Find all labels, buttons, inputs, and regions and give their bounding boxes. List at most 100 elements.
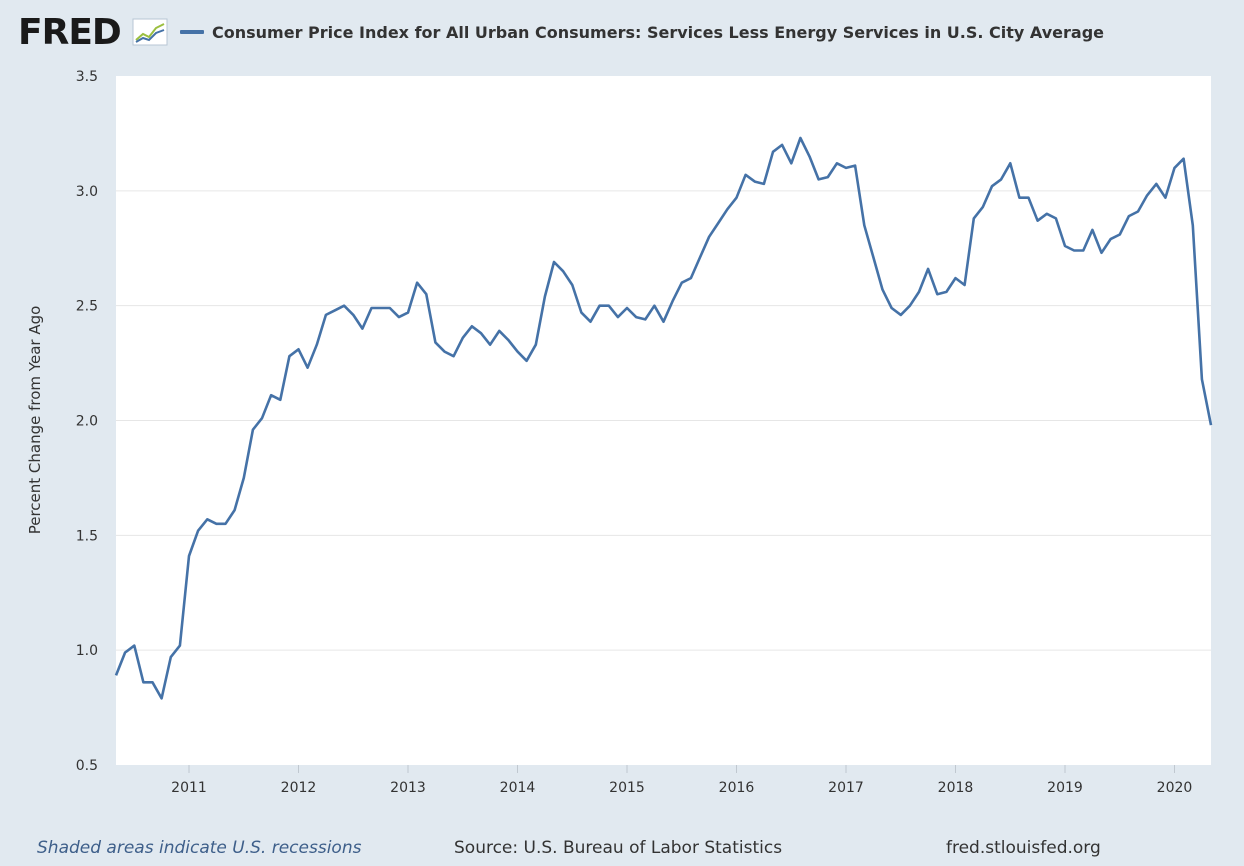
data-point[interactable] [1108, 236, 1114, 242]
data-point[interactable] [131, 643, 137, 649]
data-point[interactable] [788, 160, 794, 166]
data-point[interactable] [140, 679, 146, 685]
fred-logo[interactable]: FRED [18, 12, 122, 53]
data-point[interactable] [1044, 211, 1050, 217]
data-point[interactable] [925, 266, 931, 272]
data-point[interactable] [359, 326, 365, 332]
data-point[interactable] [679, 280, 685, 286]
data-point[interactable] [661, 319, 667, 325]
chart-legend[interactable]: Consumer Price Index for All Urban Consu… [180, 18, 1104, 46]
data-point[interactable] [332, 307, 338, 313]
data-point[interactable] [934, 291, 940, 297]
data-point[interactable] [1035, 218, 1041, 224]
data-point[interactable] [204, 516, 210, 522]
data-point[interactable] [1135, 209, 1141, 215]
data-point[interactable] [268, 392, 274, 398]
data-point[interactable] [323, 312, 329, 318]
data-point[interactable] [405, 310, 411, 316]
data-point[interactable] [734, 195, 740, 201]
data-point[interactable] [1190, 222, 1196, 228]
data-point[interactable] [195, 528, 201, 534]
data-point[interactable] [1126, 213, 1132, 219]
data-point[interactable] [1099, 250, 1105, 256]
data-point[interactable] [770, 149, 776, 155]
data-point[interactable] [213, 521, 219, 527]
data-point[interactable] [277, 397, 283, 403]
data-point[interactable] [524, 358, 530, 364]
data-point[interactable] [1153, 181, 1159, 187]
data-point[interactable] [505, 337, 511, 343]
data-point[interactable] [533, 342, 539, 348]
data-point[interactable] [797, 135, 803, 141]
data-point[interactable] [624, 305, 630, 311]
data-point[interactable] [651, 303, 657, 309]
data-point[interactable] [688, 275, 694, 281]
data-point[interactable] [761, 181, 767, 187]
data-point[interactable] [305, 365, 311, 371]
data-point[interactable] [560, 268, 566, 274]
data-point[interactable] [670, 298, 676, 304]
data-point[interactable] [1181, 156, 1187, 162]
data-point[interactable] [314, 342, 320, 348]
data-point[interactable] [980, 204, 986, 210]
data-point[interactable] [1026, 195, 1032, 201]
data-point[interactable] [286, 353, 292, 359]
data-point[interactable] [487, 342, 493, 348]
data-point[interactable] [350, 312, 356, 318]
data-point[interactable] [469, 323, 475, 329]
data-point[interactable] [1144, 192, 1150, 198]
data-point[interactable] [962, 282, 968, 288]
data-point[interactable] [241, 475, 247, 481]
data-point[interactable] [168, 654, 174, 660]
data-point[interactable] [807, 153, 813, 159]
data-point[interactable] [232, 507, 238, 513]
data-point[interactable] [633, 314, 639, 320]
data-point[interactable] [1199, 376, 1205, 382]
data-point[interactable] [250, 427, 256, 433]
data-point[interactable] [715, 220, 721, 226]
data-point[interactable] [259, 415, 265, 421]
data-point[interactable] [396, 314, 402, 320]
data-point[interactable] [186, 553, 192, 559]
data-point[interactable] [706, 234, 712, 240]
data-point[interactable] [1080, 248, 1086, 254]
data-point[interactable] [1053, 215, 1059, 221]
data-point[interactable] [779, 142, 785, 148]
data-point[interactable] [423, 291, 429, 297]
data-point[interactable] [296, 346, 302, 352]
data-point[interactable] [597, 303, 603, 309]
data-point[interactable] [825, 174, 831, 180]
data-point[interactable] [150, 679, 156, 685]
data-point[interactable] [369, 305, 375, 311]
data-point[interactable] [907, 303, 913, 309]
data-point[interactable] [998, 176, 1004, 182]
data-point[interactable] [451, 353, 457, 359]
data-point[interactable] [113, 672, 119, 678]
data-point[interactable] [615, 314, 621, 320]
data-point[interactable] [697, 254, 703, 260]
data-point[interactable] [724, 206, 730, 212]
data-point[interactable] [569, 282, 575, 288]
data-point[interactable] [889, 305, 895, 311]
data-point[interactable] [387, 305, 393, 311]
data-point[interactable] [341, 303, 347, 309]
data-point[interactable] [743, 172, 749, 178]
data-point[interactable] [122, 650, 128, 656]
data-point[interactable] [223, 521, 229, 527]
data-point[interactable] [916, 289, 922, 295]
data-point[interactable] [752, 179, 758, 185]
data-point[interactable] [1117, 232, 1123, 238]
data-point[interactable] [378, 305, 384, 311]
data-point[interactable] [642, 316, 648, 322]
data-point[interactable] [1062, 243, 1068, 249]
data-point[interactable] [852, 163, 858, 169]
data-point[interactable] [588, 319, 594, 325]
data-point[interactable] [971, 215, 977, 221]
data-point[interactable] [834, 160, 840, 166]
data-point[interactable] [542, 294, 548, 300]
data-point[interactable] [551, 259, 557, 265]
data-point[interactable] [989, 183, 995, 189]
data-point[interactable] [861, 222, 867, 228]
data-point[interactable] [898, 312, 904, 318]
fred-url-link[interactable]: fred.stlouisfed.org [946, 838, 1101, 858]
